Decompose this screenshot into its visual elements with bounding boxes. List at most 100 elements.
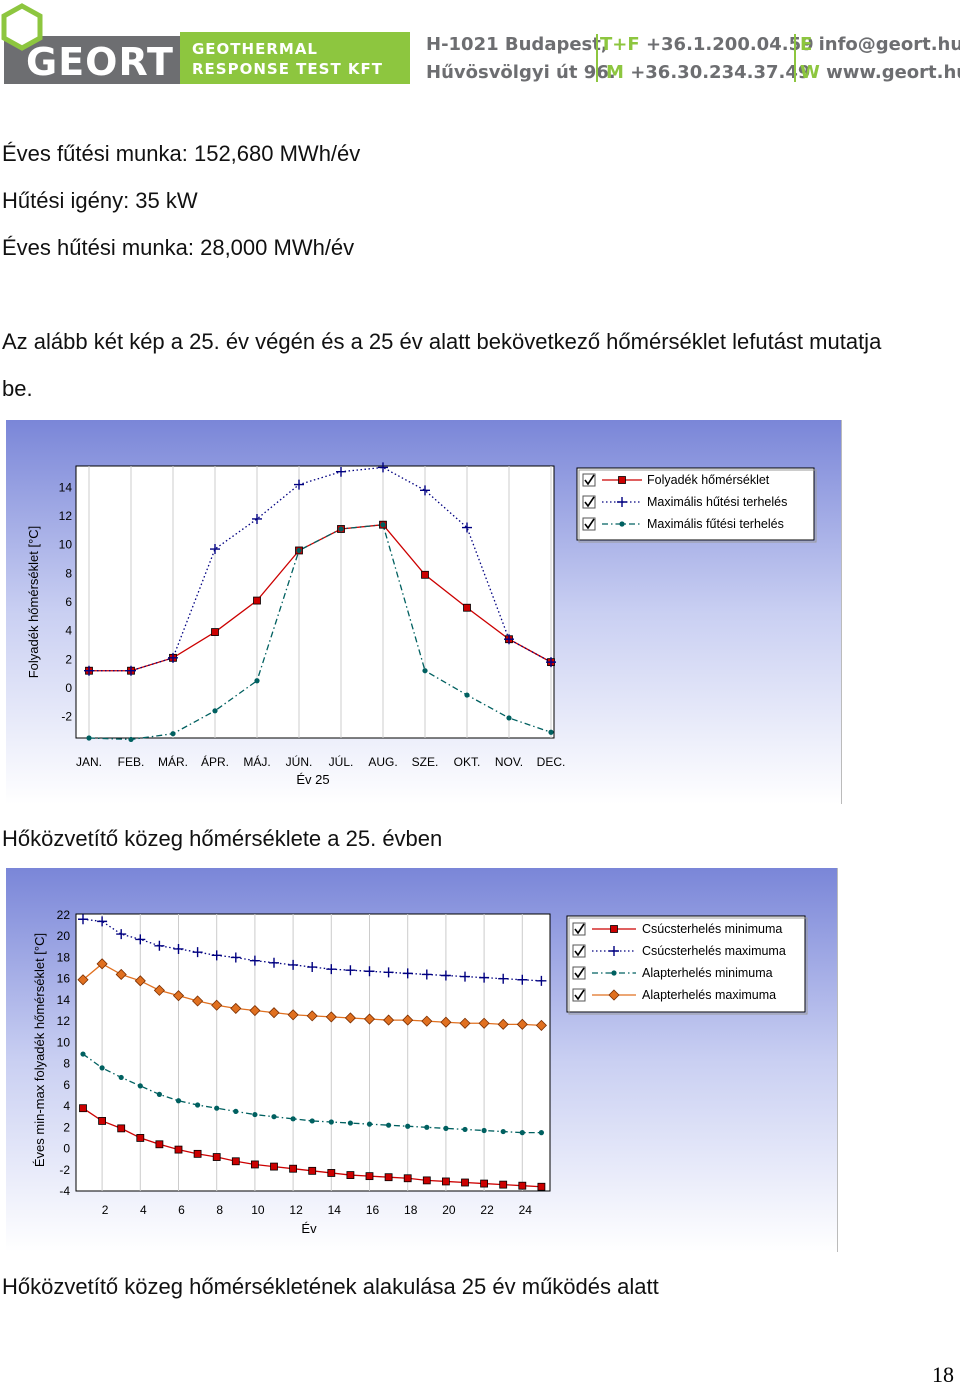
chart-2-y-tick-label: 12	[57, 1014, 71, 1028]
chart-2-point-s1	[365, 1172, 374, 1181]
chart-2-y-tick-label: 16	[57, 972, 71, 986]
page-number: 18	[932, 1362, 954, 1387]
phone-number: +36.1.200.04.59	[645, 34, 814, 55]
chart-2-y-tick-label: 6	[63, 1078, 70, 1092]
chart-2-point-s1	[422, 1176, 431, 1185]
chart-2-point-s4	[172, 990, 185, 1002]
chart-1-y-tick-label: 4	[65, 624, 72, 638]
chart-2-point-s1	[98, 1117, 106, 1125]
chart-2-point-s2	[326, 964, 337, 975]
chart-1-series-line-3	[88, 523, 552, 741]
chart-2-point-s1	[270, 1162, 278, 1171]
chart-2-point-s4	[230, 1002, 242, 1014]
chart-2-point-s2	[421, 969, 432, 980]
chart-1-x-tick-label: JAN.	[76, 755, 102, 769]
chart-2-legend-checkbox-check	[574, 923, 585, 935]
address-line-1: H-1021 Budapest,	[426, 34, 608, 55]
chart-2-point-s1	[193, 1149, 202, 1158]
chart-1-y-tick-label: 8	[65, 566, 72, 580]
chart-2-y-tick-label: -2	[59, 1163, 70, 1177]
chart-2-point-s3	[290, 1116, 296, 1122]
chart-2-point-s4	[421, 1015, 433, 1027]
chart-1-point-s2	[462, 522, 472, 533]
chart-2-point-s1	[79, 1104, 87, 1113]
chart-1-legend-marker	[617, 497, 627, 507]
chart-2-point-s4	[516, 1018, 528, 1030]
chart-2-point-s1	[117, 1124, 126, 1133]
chart-2-point-s3	[156, 1091, 162, 1097]
chart-2-point-s4	[287, 1009, 299, 1021]
chart-2-point-s3	[405, 1123, 411, 1129]
chart-2-point-s1	[346, 1171, 355, 1179]
chart-2-legend-checkbox-check	[574, 967, 585, 979]
chart-2-x-axis-label: Év	[301, 1221, 317, 1236]
chart-2-point-s4	[211, 999, 223, 1011]
chart-2-legend-marker	[608, 989, 620, 1001]
chart-2-x-tick-label: 18	[404, 1203, 418, 1217]
chart-2-point-s3	[233, 1108, 239, 1114]
chart-1-x-tick-label: ÁPR.	[201, 754, 229, 769]
chart-2-point-s3	[99, 1065, 105, 1071]
chart-2-legend-checkbox-check	[574, 989, 585, 1001]
chart-2-point-s4	[77, 974, 89, 986]
email-prefix: E	[800, 34, 813, 55]
chart-2-point-s3	[80, 1051, 86, 1057]
logo-text: GEORT	[26, 40, 174, 84]
company-line-1: GEOTHERMAL	[192, 40, 318, 58]
chart-1-legend-label: Maximális fűtési terhelés	[647, 517, 784, 531]
address-line-2: Hűvösvölgyi út 96.	[426, 62, 616, 83]
chart-2-point-s3	[500, 1128, 506, 1135]
chart-2-point-s1	[537, 1182, 546, 1191]
chart-2-point-s1	[499, 1180, 508, 1189]
chart-2-legend-checkbox-check	[574, 945, 585, 957]
chart-2-point-s4	[478, 1017, 490, 1029]
chart-2-point-s2	[402, 968, 413, 979]
chart-2-point-s1	[212, 1153, 221, 1161]
chart-1-y-tick-label: 2	[65, 652, 72, 666]
chart-1-point-s1	[421, 570, 429, 579]
header-divider-1	[596, 34, 598, 82]
chart-2-point-s2	[211, 950, 222, 961]
chart-2-point-s3	[118, 1074, 124, 1081]
chart-2-point-s1	[308, 1166, 317, 1175]
chart-2-point-s1	[174, 1145, 183, 1154]
chart-2-legend-marker	[611, 970, 617, 976]
chart-2-point-s4	[268, 1007, 280, 1019]
web-address: www.geort.hu	[826, 62, 960, 83]
chart-2-point-s2	[192, 947, 203, 958]
chart-1-point-s2	[210, 544, 220, 555]
web-prefix: W	[800, 62, 820, 83]
chart-1-point-s3	[170, 731, 176, 737]
web-line: W www.geort.hu	[800, 62, 960, 83]
chart-1-point-s2	[504, 634, 514, 645]
chart-2-y-tick-label: 22	[57, 908, 71, 922]
chart-2-y-tick-label: 10	[57, 1035, 71, 1049]
chart-2-point-s3	[366, 1121, 373, 1127]
chart-1-point-s3	[212, 708, 218, 714]
chart-1-x-tick-label: SZE.	[412, 755, 439, 769]
chart-1-x-tick-label: FEB.	[118, 755, 145, 769]
chart-2-plot-area	[75, 913, 551, 1192]
chart-2-point-s4	[115, 968, 127, 981]
chart-1-y-tick-label: 0	[65, 681, 72, 695]
chart-2-point-s1	[136, 1134, 145, 1142]
chart-1-legend-checkbox-check	[584, 496, 595, 508]
chart-2-x-tick-label: 4	[140, 1203, 147, 1217]
chart-2-y-tick-label: 20	[57, 929, 71, 943]
chart-2-point-s2	[135, 934, 146, 945]
chart-1-x-tick-label: AUG.	[368, 755, 397, 769]
chart-1-y-tick-label: 14	[59, 480, 73, 494]
chart-1-x-tick-label: OKT.	[454, 755, 481, 769]
chart-1-point-s3	[338, 526, 344, 532]
chart-1-series-line-1	[89, 524, 552, 672]
chart-2-point-s3	[462, 1126, 468, 1133]
chart-2-point-s3	[309, 1118, 315, 1124]
chart-2-point-s2	[345, 965, 356, 976]
chart-1-point-s3	[86, 735, 92, 741]
chart-2-point-s4	[363, 1013, 376, 1025]
email-address: info@geort.hu	[818, 34, 960, 55]
cooling-demand-text: Hűtési igény: 35 kW	[2, 188, 198, 213]
chart-2-point-s1	[461, 1178, 469, 1187]
header-divider-2	[794, 34, 796, 82]
